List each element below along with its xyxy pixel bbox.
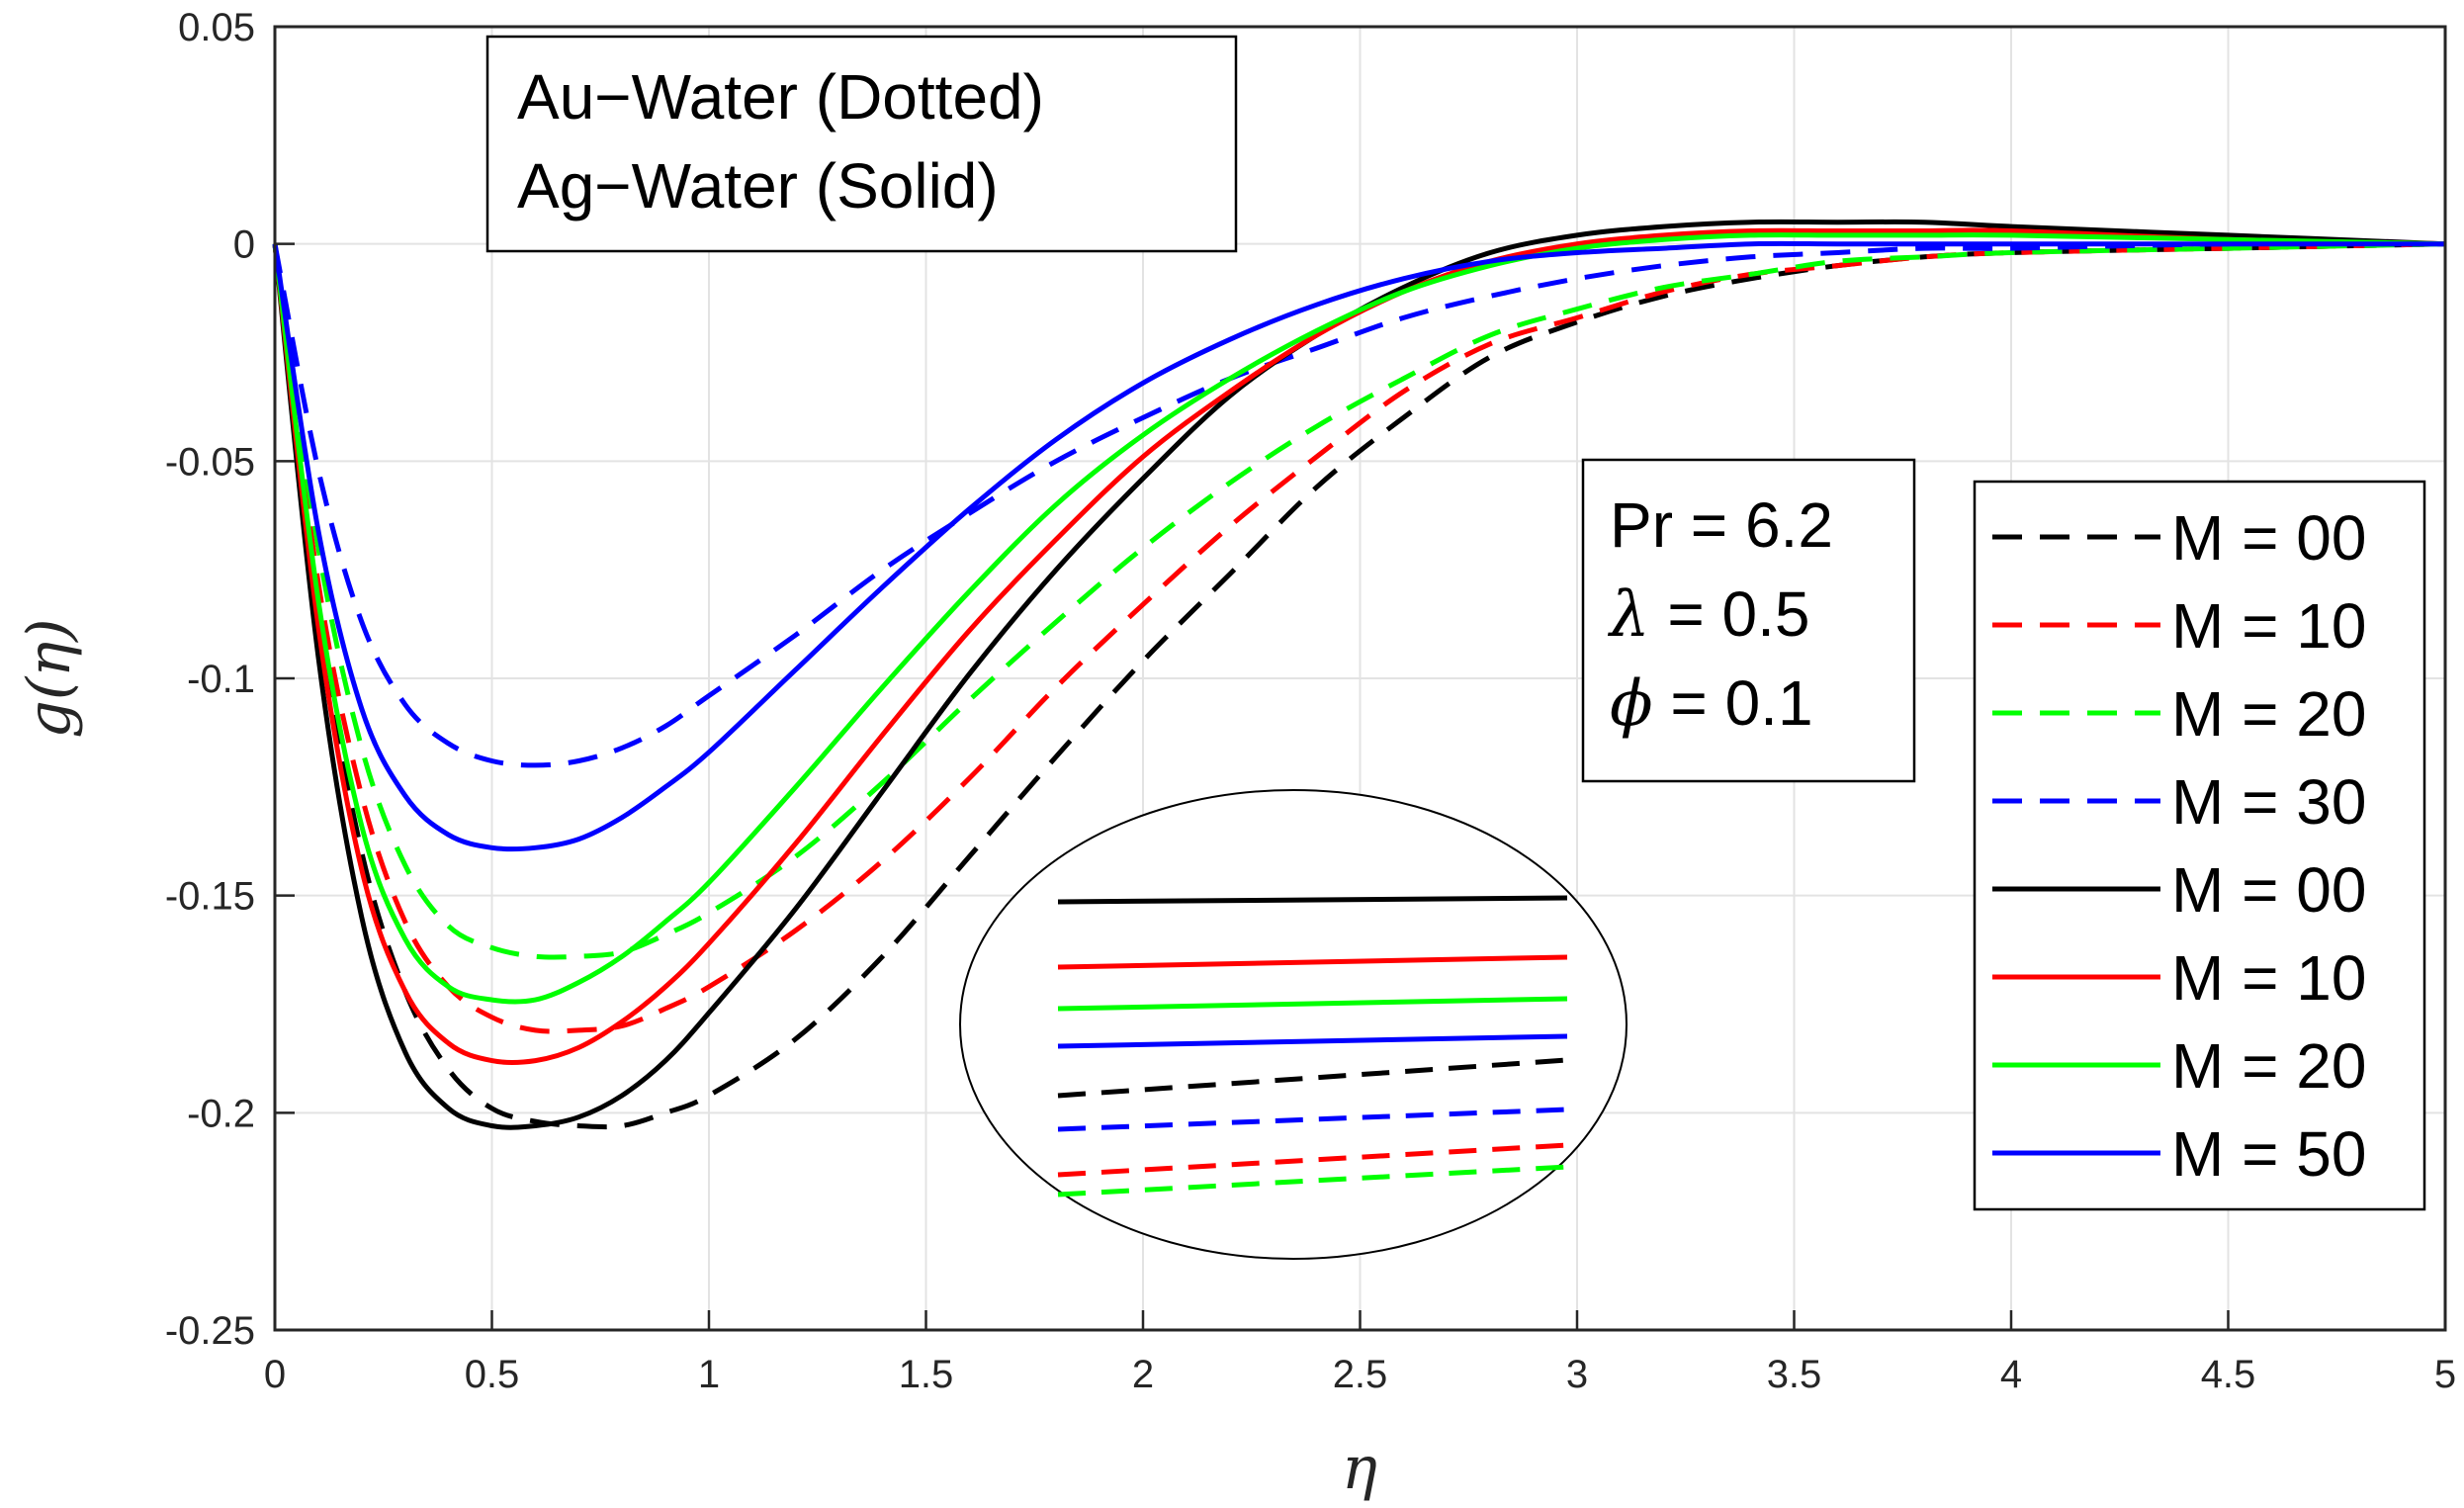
fluid-annotation-line-1: Au−Water (Dotted) — [517, 61, 1044, 133]
parameters-box: Pr = 6.2 λ = 0.5 ϕ = 0.1 — [1581, 458, 1916, 783]
inset-ellipse — [959, 789, 1628, 1260]
tick-labels: 0 0.5 1 1.5 2 2.5 3 3.5 4 4.5 5 0.05 0 -0.05 -0.1 -0.15… — [165, 6, 2456, 1396]
legend-label-2: M = 20 — [2171, 678, 2366, 750]
x-tick-label: 4.5 — [2201, 1353, 2256, 1396]
series-line-1 — [272, 241, 2446, 1034]
param-pr: Pr = 6.2 — [1610, 489, 1833, 561]
series-line-3 — [272, 240, 2446, 768]
y-tick-label: -0.15 — [165, 875, 255, 919]
y-axis-label: g(η) — [15, 618, 84, 738]
legend-label-3: M = 30 — [2171, 766, 2366, 838]
legend-frame — [1973, 480, 2426, 1211]
inset-line-7 — [1057, 1033, 1568, 1049]
fluid-annotation-line-2: Ag−Water (Solid) — [517, 150, 999, 222]
x-tick-label: 4 — [2000, 1353, 2022, 1396]
legend-label-6: M = 20 — [2171, 1030, 2366, 1102]
x-axis-label: η — [1342, 1434, 1377, 1503]
x-tick-label: 3.5 — [1767, 1353, 1822, 1396]
legend-label-0: M = 00 — [2171, 502, 2366, 574]
phi-symbol: ϕ — [1610, 667, 1653, 741]
inset-line-4 — [1057, 895, 1568, 905]
legend: M = 00 M = 10 M = 20 M = 30 M = 00 M = 10 M = … — [1973, 480, 2426, 1211]
y-tick-label: 0.05 — [178, 6, 255, 49]
fluid-annotation-frame — [485, 35, 1238, 253]
series-line-5 — [272, 227, 2446, 1066]
x-tick-label: 1 — [698, 1353, 720, 1396]
x-tick-label: 2.5 — [1333, 1353, 1388, 1396]
y-tick-label: 0 — [233, 223, 255, 267]
legend-label-4: M = 00 — [2171, 854, 2366, 926]
series-line-6 — [272, 232, 2446, 1005]
param-lambda: λ = 0.5 — [1607, 578, 1809, 652]
legend-label-5: M = 10 — [2171, 942, 2366, 1014]
x-tick-label: 0 — [264, 1353, 286, 1396]
inset-line-5 — [1057, 954, 1568, 970]
y-tick-label: -0.25 — [165, 1309, 255, 1353]
phi-value: = 0.1 — [1653, 667, 1813, 739]
x-tick-label: 1.5 — [899, 1353, 954, 1396]
series-line-4 — [272, 219, 2446, 1130]
x-tick-label: 2 — [1132, 1353, 1154, 1396]
y-tick-label: -0.05 — [165, 440, 255, 484]
y-tick-label: -0.2 — [187, 1092, 255, 1135]
x-tick-label: 0.5 — [465, 1353, 520, 1396]
legend-label-7: M = 50 — [2171, 1118, 2366, 1190]
fluid-annotation-box: Au−Water (Dotted) Ag−Water (Solid) — [485, 35, 1238, 253]
parameters-frame — [1581, 458, 1916, 783]
lambda-symbol: λ — [1607, 578, 1650, 652]
series-layer — [272, 219, 2446, 1130]
series-line-2 — [272, 241, 2446, 960]
lambda-value: = 0.5 — [1650, 578, 1810, 650]
legend-label-1: M = 10 — [2171, 590, 2366, 662]
param-phi: ϕ = 0.1 — [1610, 667, 1813, 741]
y-tick-label: -0.1 — [187, 658, 255, 701]
x-tick-label: 3 — [1566, 1353, 1588, 1396]
inset-zoom — [959, 789, 1628, 1260]
inset-line-6 — [1057, 996, 1568, 1012]
x-tick-label: 5 — [2434, 1353, 2456, 1396]
series-line-7 — [272, 240, 2445, 852]
ticks — [273, 25, 2447, 1332]
